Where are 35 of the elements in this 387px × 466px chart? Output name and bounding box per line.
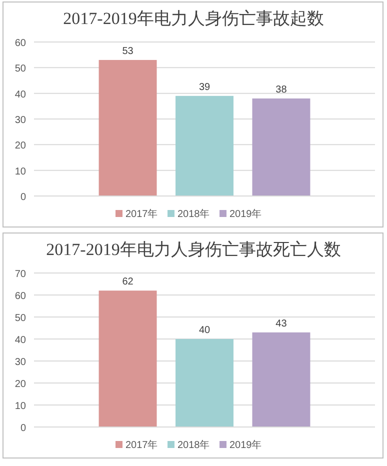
data-label: 40: [198, 325, 210, 336]
y-tick-label: 50: [14, 313, 26, 324]
data-label: 62: [122, 276, 134, 288]
y-tick-label: 20: [14, 140, 26, 152]
y-tick-label: 60: [14, 38, 26, 49]
data-label: 39: [198, 82, 210, 93]
bar: [176, 96, 234, 196]
y-tick-label: 0: [20, 192, 26, 203]
y-tick-label: 40: [14, 335, 26, 346]
legend-label: 2019年: [230, 439, 262, 451]
legend-label: 2017年: [126, 439, 158, 451]
legend-label: 2019年: [230, 208, 262, 220]
y-tick-label: 0: [20, 423, 26, 434]
y-tick-label: 30: [14, 115, 26, 126]
data-label: 53: [122, 46, 134, 57]
data-label: 38: [276, 84, 288, 96]
legend-label: 2017年: [126, 208, 158, 220]
y-tick-label: 30: [14, 357, 26, 368]
bar: [176, 339, 234, 427]
y-tick-label: 10: [14, 166, 26, 178]
y-tick-label: 10: [14, 401, 26, 412]
y-tick-label: 40: [14, 89, 26, 100]
bar: [252, 332, 310, 427]
chart-title: 2017-2019年电力人身伤亡事故死亡人数: [46, 240, 341, 259]
bar: [98, 290, 157, 427]
chart-title: 2017-2019年电力人身伤亡事故起数: [63, 9, 324, 28]
y-tick-label: 70: [14, 269, 26, 280]
y-tick-label: 20: [14, 379, 26, 390]
bar: [98, 60, 157, 196]
legend-label: 2018年: [178, 439, 210, 451]
data-label: 43: [276, 318, 288, 330]
y-tick-label: 60: [14, 291, 26, 302]
legend-label: 2018年: [178, 208, 210, 220]
bar: [252, 98, 310, 196]
y-tick-label: 50: [14, 64, 26, 75]
